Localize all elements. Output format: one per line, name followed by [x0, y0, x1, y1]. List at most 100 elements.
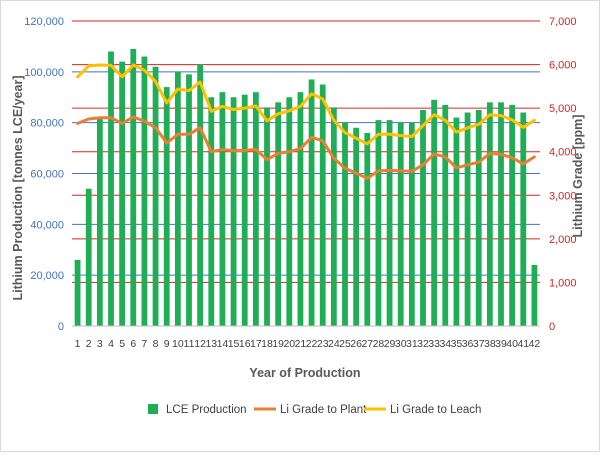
x-tick-label: 40: [506, 338, 518, 350]
x-tick-label: 12: [194, 338, 206, 350]
x-tick-label: 23: [317, 338, 329, 350]
x-tick-label: 42: [529, 338, 541, 350]
right-tick-label: 7,000: [549, 16, 577, 28]
x-axis-title: Year of Production: [249, 366, 360, 380]
series-line: [76, 115, 536, 180]
right-tick-label: 3,000: [549, 190, 577, 202]
bar: [219, 92, 226, 327]
legend-label: Li Grade to Leach: [390, 404, 481, 416]
x-tick-label: 24: [328, 338, 340, 350]
x-tick-label: 38: [484, 338, 496, 350]
right-axis-title: Lithium Grade [ppm]: [571, 115, 585, 238]
x-tick-label: 36: [462, 338, 474, 350]
legend-swatch-bar: [148, 404, 158, 414]
x-tick-label: 32: [417, 338, 429, 350]
x-tick-label: 31: [406, 338, 418, 350]
line-series: [76, 63, 536, 180]
x-tick-label: 19: [272, 338, 284, 350]
legend: LCE Production Li Grade to Plant Li Grade …: [148, 404, 481, 416]
bar: [453, 117, 460, 326]
bar: [386, 120, 393, 326]
bar: [108, 51, 114, 326]
x-tick-label: 7: [142, 338, 148, 350]
bar: [375, 120, 382, 326]
bar: [420, 109, 426, 326]
legend-label: Li Grade to Plant: [280, 404, 367, 416]
x-tick-label: 13: [205, 338, 217, 350]
bar: [319, 84, 326, 327]
gridlines: [72, 20, 540, 283]
bar: [308, 79, 315, 326]
right-tick-label: 4,000: [549, 147, 577, 159]
bar: [531, 265, 538, 326]
x-tick-label: 4: [108, 338, 114, 350]
bar: [486, 102, 493, 326]
x-tick-label: 14: [217, 338, 229, 350]
x-tick-label: 2: [86, 338, 92, 350]
x-tick-label: 1: [75, 338, 81, 350]
axes: 0 20,000 40,000 60,000 80,000 100,000 120,000 0…: [24, 16, 576, 350]
bar: [152, 66, 159, 326]
bar: [442, 104, 449, 326]
bar-series: [74, 48, 538, 327]
x-tick-label: 10: [172, 338, 184, 350]
left-tick-label: 60,000: [30, 169, 64, 181]
x-tick-label: 26: [350, 338, 362, 350]
x-tick-label: 25: [339, 338, 351, 350]
bar: [119, 61, 126, 327]
bar: [85, 188, 92, 326]
x-tick-label: 17: [250, 338, 262, 350]
right-tick-label: 1,000: [549, 277, 577, 289]
x-tick-label: 3: [97, 338, 103, 350]
left-tick-label: 20,000: [30, 270, 64, 282]
x-tick-label: 35: [451, 338, 463, 350]
bar: [163, 87, 170, 326]
bar: [130, 48, 137, 326]
right-tick-label: 6,000: [549, 60, 577, 72]
bar: [498, 102, 504, 326]
right-tick-label: 2,000: [549, 234, 577, 246]
x-tick-label: 5: [119, 338, 125, 350]
right-tick-label: 5,000: [549, 103, 577, 115]
x-tick-label: 30: [395, 338, 407, 350]
x-tick-label: 22: [306, 338, 318, 350]
left-axis-title: Lithium Production [tonnes LCE/year]: [11, 75, 25, 300]
bar: [74, 259, 81, 326]
x-tick-label: 41: [517, 338, 529, 350]
bar: [297, 92, 304, 327]
bar: [241, 94, 248, 326]
left-tick-label: 80,000: [30, 118, 64, 130]
left-tick-label: 100,000: [24, 67, 64, 79]
x-tick-label: 16: [239, 338, 251, 350]
bar: [286, 97, 293, 326]
x-tick-label: 37: [473, 338, 485, 350]
bar: [96, 117, 103, 326]
bar: [275, 102, 282, 326]
bar: [342, 122, 348, 327]
bar: [475, 109, 482, 326]
bar: [174, 71, 181, 326]
left-tick-label: 0: [58, 321, 64, 333]
bar: [520, 112, 527, 326]
series-line: [76, 63, 536, 146]
right-tick-label: 0: [549, 321, 555, 333]
bar: [330, 107, 337, 327]
bar: [509, 104, 516, 326]
bar: [364, 132, 371, 326]
bar: [208, 97, 215, 326]
x-tick-label: 18: [261, 338, 273, 350]
bar: [264, 107, 270, 327]
x-tick-label: 29: [384, 338, 396, 350]
x-tick-label: 39: [495, 338, 507, 350]
bar: [197, 64, 204, 326]
x-tick-label: 28: [373, 338, 385, 350]
x-tick-label: 8: [153, 338, 159, 350]
x-tick-label: 33: [428, 338, 440, 350]
legend-label: LCE Production: [166, 404, 247, 416]
x-tick-label: 21: [295, 338, 307, 350]
x-tick-label: 9: [164, 338, 170, 350]
x-tick-label: 27: [361, 338, 373, 350]
bar: [431, 99, 438, 327]
